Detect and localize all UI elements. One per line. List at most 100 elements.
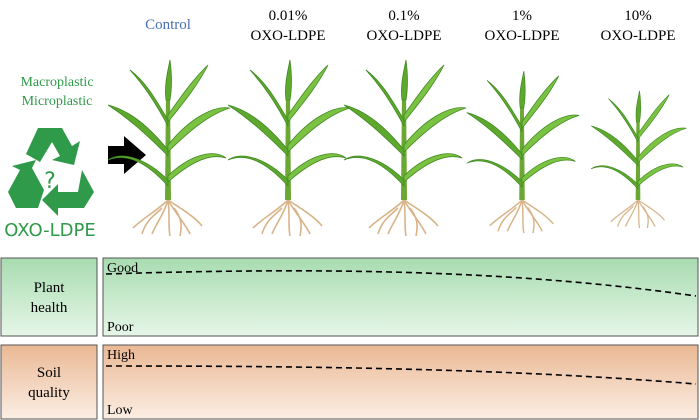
panel-label-box — [0, 344, 98, 420]
leaf — [287, 153, 347, 183]
root — [489, 199, 523, 227]
root — [387, 199, 405, 235]
root — [252, 199, 289, 229]
leaf — [129, 69, 169, 127]
root — [377, 207, 399, 235]
trend-curve — [105, 270, 697, 297]
plant — [107, 59, 231, 237]
panel-label: health — [31, 300, 68, 316]
panel-top-label: High — [107, 348, 135, 363]
root — [271, 199, 289, 235]
root — [173, 207, 182, 237]
panel-top-label: Good — [107, 261, 138, 276]
panel-box — [102, 257, 699, 337]
leaf — [343, 155, 405, 188]
leaf — [107, 104, 169, 157]
leaf — [403, 64, 445, 124]
root — [287, 199, 291, 237]
column-material: OXO-LDPE — [367, 28, 442, 44]
leaf — [521, 114, 580, 157]
leaf — [227, 155, 289, 188]
panel-label: Plant — [34, 280, 66, 296]
root — [521, 199, 554, 225]
leaf — [637, 163, 684, 187]
leaf — [107, 155, 169, 188]
root — [409, 207, 418, 237]
leaf — [167, 64, 209, 124]
leaf — [167, 153, 227, 183]
column-dose: 1% — [512, 8, 532, 24]
leaf — [635, 90, 642, 123]
column-material: OXO-LDPE — [251, 28, 326, 44]
leaf — [608, 98, 639, 143]
root — [403, 199, 407, 237]
panel-label: quality — [28, 385, 70, 401]
leaf — [401, 59, 408, 101]
column-dose: Control — [145, 17, 191, 33]
root — [506, 199, 523, 232]
panel-bottom-label: Low — [107, 403, 134, 418]
root — [521, 199, 525, 234]
material-label: OXO-LDPE — [4, 220, 95, 241]
leaf — [165, 59, 172, 101]
root — [610, 199, 639, 223]
root — [617, 205, 634, 227]
leaf — [343, 104, 405, 157]
root — [167, 199, 203, 227]
leaf — [466, 159, 523, 189]
column-dose: 10% — [624, 8, 652, 24]
leaf — [591, 125, 639, 167]
panel-label: Soil — [37, 365, 61, 381]
trend-curve — [105, 365, 697, 385]
root — [403, 199, 439, 227]
leaf — [637, 94, 670, 141]
recycle-icon — [8, 128, 94, 216]
panel-box — [102, 344, 699, 420]
root — [624, 199, 639, 227]
leaf — [486, 80, 523, 133]
plant — [227, 59, 351, 237]
plant — [466, 71, 580, 234]
root — [132, 199, 169, 229]
leaf — [591, 165, 639, 190]
root — [151, 199, 169, 235]
root — [293, 207, 302, 237]
leaf — [519, 71, 526, 109]
leaf — [227, 104, 289, 157]
root — [637, 199, 666, 221]
root — [642, 205, 649, 229]
leaf — [167, 107, 231, 153]
leaf — [285, 59, 292, 101]
leaf — [287, 64, 329, 124]
leaf — [521, 157, 576, 185]
column-material: OXO-LDPE — [485, 28, 560, 44]
panel-label-box — [0, 257, 98, 337]
leaf — [521, 75, 560, 130]
root — [526, 206, 535, 234]
column-dose: 0.1% — [388, 8, 419, 24]
leaf — [287, 107, 351, 153]
leaf — [403, 153, 463, 183]
column-dose: 0.01% — [269, 8, 308, 24]
leaf — [365, 69, 405, 127]
column-material: OXO-LDPE — [601, 28, 676, 44]
root — [368, 199, 405, 229]
leaf — [466, 112, 523, 161]
root — [637, 199, 641, 229]
left-label: Macroplastic — [20, 75, 93, 90]
leaf — [403, 107, 467, 153]
root — [167, 199, 171, 237]
root — [141, 207, 163, 235]
root — [497, 206, 518, 232]
icon-symbol: ? — [44, 169, 56, 194]
plant — [591, 90, 687, 229]
root — [287, 199, 323, 227]
leaf — [637, 127, 687, 164]
left-label: Microplastic — [22, 94, 93, 109]
arrow — [108, 136, 146, 174]
leaf — [249, 69, 289, 127]
root — [261, 207, 283, 235]
panel-bottom-label: Poor — [107, 320, 134, 335]
plant — [343, 59, 467, 237]
